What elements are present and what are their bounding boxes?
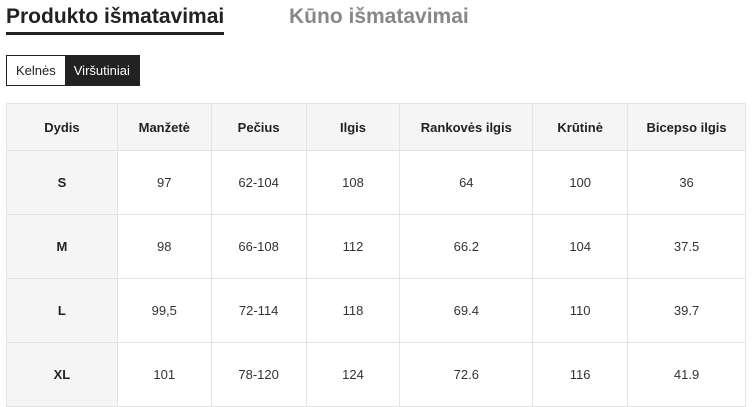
value-cell: 97 [116,150,212,215]
header-cell: Rankovės ilgis [399,103,534,151]
toggle-tops[interactable]: Viršutiniai [64,56,139,85]
value-cell: 110 [532,278,629,343]
value-cell: 36 [627,150,746,215]
header-cell: Dydis [6,103,118,151]
value-cell: 101 [116,342,212,407]
tab-body-measurements[interactable]: Kūno išmatavimai [289,5,469,28]
value-cell: 78-120 [210,342,307,407]
size-cell: L [6,278,118,343]
value-cell: 98 [116,214,212,279]
tab-product-measurements[interactable]: Produkto išmatavimai [6,5,225,35]
value-cell: 118 [305,278,401,343]
size-table: Dydis Manžetė Pečius Ilgis Rankovės ilgi… [6,103,746,407]
header-cell: Bicepso ilgis [627,103,746,151]
value-cell: 37.5 [627,214,746,279]
table-row: S 97 62-104 108 64 100 36 [6,150,746,215]
value-cell: 66-108 [210,214,307,279]
value-cell: 108 [305,150,401,215]
header-cell: Ilgis [305,103,401,151]
table-row: XL 101 78-120 124 72.6 116 41.9 [6,342,746,407]
table-header-row: Dydis Manžetė Pečius Ilgis Rankovės ilgi… [6,103,746,151]
table-row: M 98 66-108 112 66.2 104 37.5 [6,214,746,279]
header-cell: Manžetė [116,103,212,151]
header-cell: Pečius [210,103,307,151]
value-cell: 69.4 [399,278,534,343]
size-cell: S [6,150,118,215]
category-toggle: Kelnės Viršutiniai [6,55,140,86]
value-cell: 66.2 [399,214,534,279]
value-cell: 72-114 [210,278,307,343]
header-cell: Krūtinė [532,103,629,151]
size-cell: M [6,214,118,279]
value-cell: 62-104 [210,150,307,215]
value-cell: 100 [532,150,629,215]
value-cell: 72.6 [399,342,534,407]
value-cell: 104 [532,214,629,279]
value-cell: 112 [305,214,401,279]
value-cell: 64 [399,150,534,215]
value-cell: 39.7 [627,278,746,343]
table-row: L 99,5 72-114 118 69.4 110 39.7 [6,278,746,343]
value-cell: 99,5 [116,278,212,343]
value-cell: 41.9 [627,342,746,407]
size-cell: XL [6,342,118,407]
value-cell: 124 [305,342,401,407]
value-cell: 116 [532,342,629,407]
toggle-pants[interactable]: Kelnės [16,63,56,78]
